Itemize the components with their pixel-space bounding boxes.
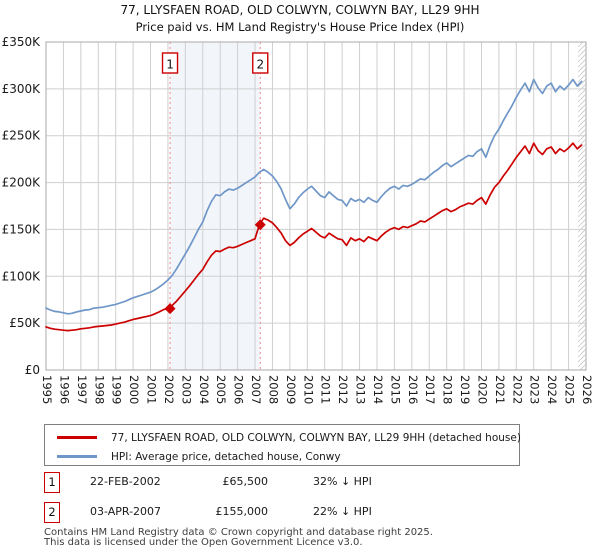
svg-text:2021: 2021 bbox=[493, 375, 507, 404]
sale-1-vs-hpi: 32% ↓ HPI bbox=[313, 475, 372, 488]
svg-text:2010: 2010 bbox=[301, 375, 315, 404]
sale-2-date: 03-APR-2007 bbox=[90, 505, 162, 518]
sale-2-price: £155,000 bbox=[215, 505, 269, 518]
svg-text:2004: 2004 bbox=[197, 375, 211, 404]
sale-point-2 bbox=[254, 219, 266, 231]
svg-text:2000: 2000 bbox=[127, 375, 141, 404]
ownership-band bbox=[170, 42, 261, 370]
svg-text:2024: 2024 bbox=[545, 375, 559, 404]
svg-text:2003: 2003 bbox=[179, 375, 193, 404]
property-price-line bbox=[45, 142, 583, 332]
svg-text:2020: 2020 bbox=[475, 375, 489, 404]
svg-text:£150K: £150K bbox=[2, 222, 42, 236]
sale-2-vs-hpi: 22% ↓ HPI bbox=[313, 505, 372, 518]
svg-text:2006: 2006 bbox=[232, 375, 246, 404]
sale-row-2: 2 03-APR-2007 £155,000 22% ↓ HPI bbox=[44, 502, 584, 523]
svg-text:1995: 1995 bbox=[40, 375, 54, 404]
svg-text:£350K: £350K bbox=[2, 35, 42, 49]
svg-text:2017: 2017 bbox=[423, 375, 437, 404]
svg-text:£200K: £200K bbox=[2, 176, 42, 190]
sale-1-badge: 1 bbox=[44, 472, 60, 493]
hpi-line bbox=[45, 78, 583, 315]
svg-text:2001: 2001 bbox=[145, 375, 159, 404]
sale-1-date: 22-FEB-2002 bbox=[90, 475, 161, 488]
svg-text:2011: 2011 bbox=[319, 375, 333, 404]
svg-text:2016: 2016 bbox=[406, 375, 420, 404]
license-line-2: This data is licensed under the Open Gov… bbox=[44, 537, 363, 548]
legend-item-label: HPI: Average price, detached house, Conw… bbox=[111, 450, 341, 463]
svg-text:1996: 1996 bbox=[57, 375, 71, 404]
svg-text:£300K: £300K bbox=[2, 82, 42, 96]
license-note: Contains HM Land Registry data © Crown c… bbox=[44, 528, 433, 548]
chart-legend: 77, LLYSFAEN ROAD, OLD COLWYN, COLWYN BA… bbox=[44, 424, 521, 466]
sale-1-price: £65,500 bbox=[222, 475, 269, 488]
svg-text:2013: 2013 bbox=[354, 375, 368, 404]
svg-text:2014: 2014 bbox=[371, 375, 385, 404]
x-axis-labels: 1995 1996 1997 1998 1999 2000 2001 2002 2003 2004… bbox=[40, 375, 594, 404]
y-axis-labels: £0 £50K £100K £150K £200K £250K £300K £350K bbox=[2, 35, 42, 377]
gridlines bbox=[45, 41, 587, 371]
svg-text:2018: 2018 bbox=[441, 375, 455, 404]
sale-badge-1 bbox=[161, 52, 179, 74]
legend-item-hpi: HPI: Average price, detached house, Conw… bbox=[45, 447, 519, 466]
svg-text:2008: 2008 bbox=[266, 375, 280, 404]
future-hatch bbox=[578, 42, 586, 370]
license-line-1: Contains HM Land Registry data © Crown c… bbox=[44, 527, 433, 538]
property-line-swatch bbox=[57, 436, 97, 439]
svg-text:2009: 2009 bbox=[284, 375, 298, 404]
sale-point-1 bbox=[164, 303, 176, 315]
legend-item-property: 77, LLYSFAEN ROAD, OLD COLWYN, COLWYN BA… bbox=[45, 428, 521, 447]
svg-text:1: 1 bbox=[166, 58, 174, 72]
svg-text:2012: 2012 bbox=[336, 375, 350, 404]
svg-text:£0: £0 bbox=[25, 363, 40, 377]
legend-item-label: 77, LLYSFAEN ROAD, OLD COLWYN, COLWYN BA… bbox=[111, 431, 521, 444]
svg-text:2023: 2023 bbox=[528, 375, 542, 404]
sale-badge-2 bbox=[252, 52, 269, 74]
hpi-line-swatch bbox=[57, 455, 97, 458]
sale-row-1: 1 22-FEB-2002 £65,500 32% ↓ HPI bbox=[44, 472, 584, 493]
page-title: 77, LLYSFAEN ROAD, OLD COLWYN, COLWYN BA… bbox=[120, 3, 480, 17]
svg-text:2026: 2026 bbox=[580, 375, 594, 404]
page-subtitle: Price paid vs. HM Land Registry's House … bbox=[135, 20, 465, 34]
svg-text:2015: 2015 bbox=[388, 375, 402, 404]
svg-text:£100K: £100K bbox=[2, 269, 42, 283]
svg-text:2019: 2019 bbox=[458, 375, 472, 404]
svg-text:2025: 2025 bbox=[563, 375, 577, 404]
svg-text:£50K: £50K bbox=[9, 316, 41, 330]
sale-2-badge: 2 bbox=[44, 502, 60, 523]
svg-text:2: 2 bbox=[256, 58, 264, 72]
svg-text:2007: 2007 bbox=[249, 375, 263, 404]
svg-text:1999: 1999 bbox=[110, 375, 124, 404]
svg-text:1997: 1997 bbox=[75, 375, 89, 404]
plot-border bbox=[45, 41, 587, 371]
svg-text:£250K: £250K bbox=[2, 129, 42, 143]
svg-text:2022: 2022 bbox=[510, 375, 524, 404]
svg-text:2005: 2005 bbox=[214, 375, 228, 404]
svg-text:1998: 1998 bbox=[92, 375, 106, 404]
svg-text:2002: 2002 bbox=[162, 375, 176, 404]
price-chart: 1 2 £0 £50K £100K £150K £200K £250K £300K £350K 19… bbox=[2, 35, 594, 404]
